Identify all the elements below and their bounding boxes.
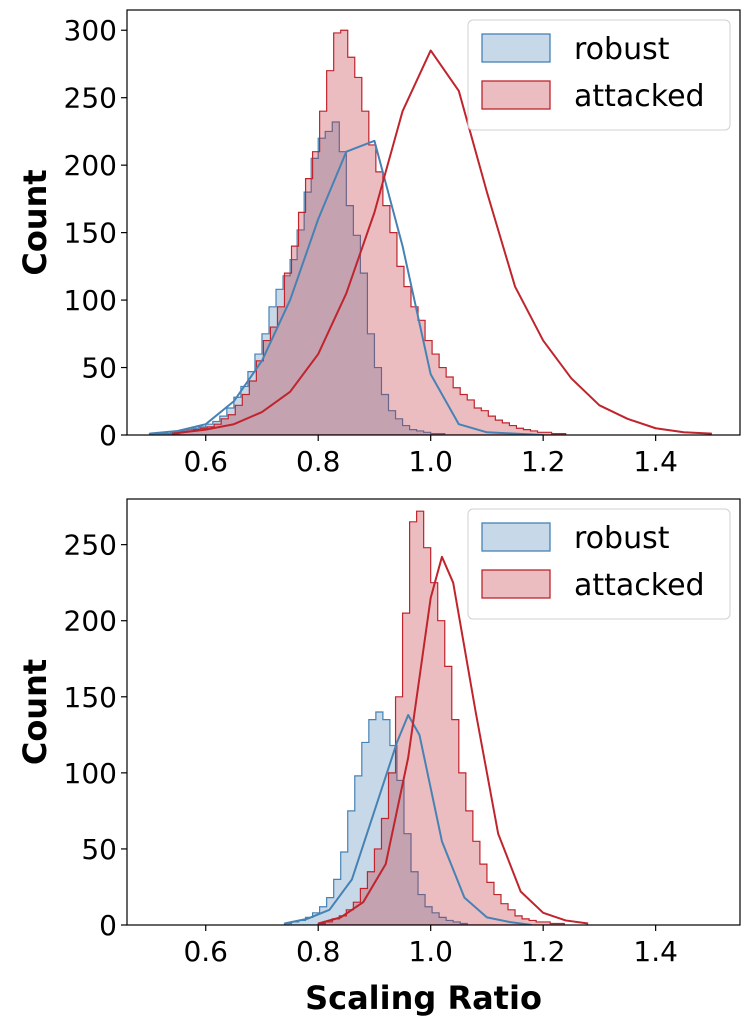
panel1-ytick-label: 300 [64, 14, 117, 47]
panel2-plot-area [283, 510, 589, 925]
panel1-plot-area [148, 29, 712, 435]
panel2-xtick-label: 1.4 [633, 935, 678, 968]
panel2-kde-attacked [317, 555, 589, 925]
panel1-kde-attacked [171, 49, 712, 435]
panel2-ytick-label: 0 [99, 909, 117, 942]
panel2-ytick-label: 250 [64, 529, 117, 562]
panel2-ytick-label: 100 [64, 757, 117, 790]
panel1-legend: robust attacked [467, 19, 731, 131]
panel1-ylabel: Count [16, 169, 54, 275]
panel1-xtick-label: 0.6 [183, 445, 228, 478]
panel2-chart: 0.6 0.8 1.0 1.2 1.4 0 50 100 150 200 250 Count Scali… [16, 498, 741, 1017]
panel1-ytick-label: 150 [64, 217, 117, 250]
panel2-xlabel: Scaling Ratio [305, 979, 542, 1017]
panel2-axes-frame [126, 498, 741, 926]
panel1-ytick-label: 250 [64, 82, 117, 115]
panel2-ytick-label: 200 [64, 605, 117, 638]
panel1-ytick-label: 50 [81, 352, 117, 385]
panel1-series-attacked [171, 29, 567, 435]
panel1-xtick-label: 1.4 [633, 445, 678, 478]
panel1-ytick-label: 0 [99, 419, 117, 452]
panel2-legend-box [467, 508, 731, 620]
panel1-legend-box [467, 19, 731, 131]
panel2-hist-attacked [317, 510, 565, 925]
panel2-series-robust [283, 711, 468, 925]
panel2-hist-robust [283, 711, 468, 925]
panel1-legend-swatch-attacked [481, 80, 551, 110]
panel2-ytick-label: 150 [64, 681, 117, 714]
panel1-kde-robust [149, 139, 544, 435]
panel1-chart: 0.6 0.8 1.0 1.2 1.4 0 50 100 150 200 250 300 Count ro… [16, 9, 741, 478]
panel2-legend-swatch-robust [481, 522, 551, 552]
panel1-legend-label-attacked: attacked [574, 79, 705, 114]
panel1-legend-swatch-robust [481, 33, 551, 63]
panel1-axes-frame [126, 9, 741, 436]
panel1-xtick-label: 1.0 [408, 445, 453, 478]
panel2-xtick-label: 1.0 [408, 935, 453, 968]
panel2-legend-swatch-attacked [481, 569, 551, 599]
panel2-kde-robust [284, 714, 533, 925]
panel1-hist-attacked [171, 29, 567, 435]
panel1-legend-label-robust: robust [574, 32, 670, 67]
panel2-legend-label-robust: robust [574, 521, 670, 556]
panel1-xtick-label: 1.2 [521, 445, 566, 478]
panel2-series-attacked [317, 510, 565, 925]
panel1-xtick-label: 0.8 [296, 445, 341, 478]
panel2-legend: robust attacked [467, 508, 731, 620]
panel2-xtick-label: 1.2 [521, 935, 566, 968]
panel2-ytick-label: 50 [81, 833, 117, 866]
panel2-xtick-label: 0.6 [183, 935, 228, 968]
panel2-legend-label-attacked: attacked [574, 568, 705, 603]
panel2-ylabel: Count [16, 659, 54, 765]
panel2-xtick-label: 0.8 [296, 935, 341, 968]
panel1-ytick-label: 200 [64, 149, 117, 182]
panel1-ytick-label: 100 [64, 284, 117, 317]
